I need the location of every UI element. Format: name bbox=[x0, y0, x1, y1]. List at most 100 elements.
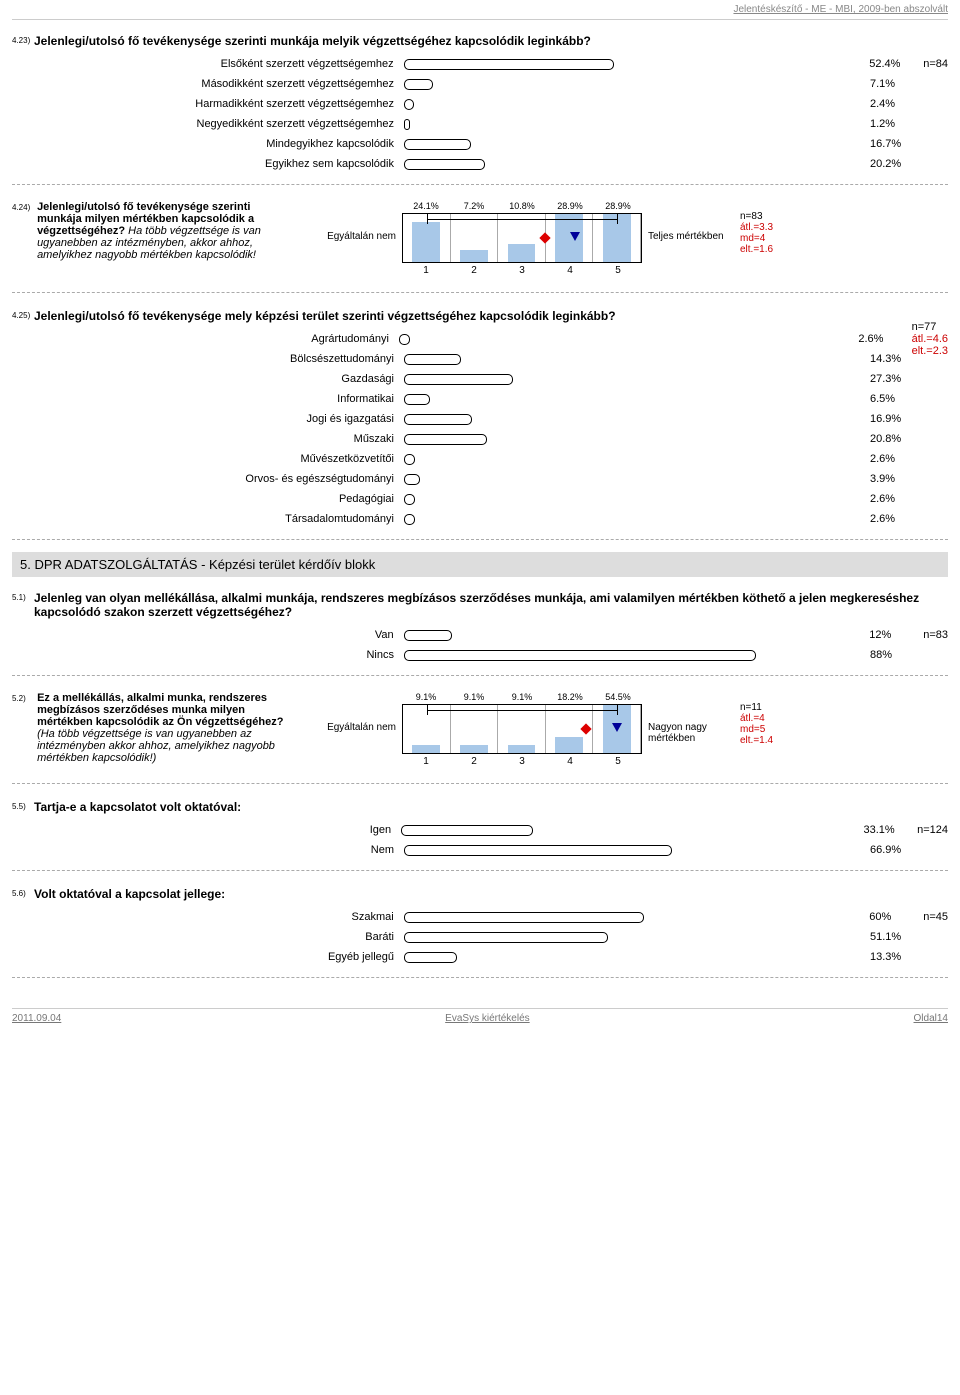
question-text: Jelenlegi/utolsó fő tevékenysége szerint… bbox=[34, 34, 948, 48]
bar-outline bbox=[404, 119, 410, 130]
bar-meta: n=83 bbox=[923, 629, 948, 641]
stat-line: átl.=4 bbox=[740, 713, 812, 724]
bar-row: Gazdasági27.3% bbox=[34, 369, 948, 389]
likert-pct: 10.8% bbox=[498, 201, 546, 211]
bar-meta: n=84 bbox=[923, 58, 948, 70]
q52: 5.2) Ez a mellékállás, alkalmi munka, re… bbox=[12, 686, 948, 773]
axis-label: 2 bbox=[450, 756, 498, 767]
likert-pct: 28.9% bbox=[546, 201, 594, 211]
bar-outline bbox=[401, 825, 533, 836]
bar-row: Mindegyikhez kapcsolódik 16.7% bbox=[34, 134, 948, 154]
q51: 5.1) Jelenleg van olyan mellékállása, al… bbox=[12, 585, 948, 625]
axis-label: 1 bbox=[402, 756, 450, 767]
q55-bars: Igen33.1%n=124Nem66.9% bbox=[12, 820, 948, 860]
bar-outline bbox=[404, 434, 487, 445]
bar-pct: 2.6% bbox=[864, 493, 924, 505]
page-footer: 2011.09.04 EvaSys kiértékelés Oldal14 bbox=[12, 1008, 948, 1024]
likert-pct: 9.1% bbox=[402, 692, 450, 702]
bar-row: Orvos- és egészségtudományi 3.9% bbox=[34, 469, 948, 489]
q423: 4.23) Jelenlegi/utolsó fő tevékenysége s… bbox=[12, 28, 948, 54]
q423-bars: Elsőként szerzett végzettségemhez52.4%n=… bbox=[12, 54, 948, 174]
question-number: 5.2) bbox=[12, 692, 34, 703]
bar-pct: 2.6% bbox=[852, 333, 911, 345]
bar-pct: 13.3% bbox=[864, 951, 924, 963]
bar-row: Van12%n=83 bbox=[34, 625, 948, 645]
q424: 4.24) Jelenlegi/utolsó fő tevékenysége s… bbox=[12, 195, 948, 282]
bar-label: Művészetközvetítői bbox=[34, 453, 404, 465]
bar-outline bbox=[404, 79, 433, 90]
bar-outline bbox=[404, 845, 672, 856]
bar-pct: 66.9% bbox=[864, 844, 924, 856]
question-text: Jelenlegi/utolsó fő tevékenysége mely ké… bbox=[34, 309, 948, 323]
bar-meta: n=124 bbox=[917, 824, 948, 836]
bar-row: Műszaki20.8% bbox=[34, 429, 948, 449]
q425-bars: Agrártudományi2.6%n=77átl.=4.6elt.=2.3Bö… bbox=[12, 329, 948, 529]
separator bbox=[12, 870, 948, 871]
bar-row: Baráti 51.1% bbox=[34, 927, 948, 947]
stat-line: md=5 bbox=[740, 724, 812, 735]
question-text: Volt oktatóval a kapcsolat jellege: bbox=[34, 887, 948, 901]
bar-label: Egyikhez sem kapcsolódik bbox=[34, 158, 404, 170]
bar-label: Orvos- és egészségtudományi bbox=[34, 473, 404, 485]
scale-left-label: Egyáltalán nem bbox=[312, 692, 402, 733]
bar-row: Negyedikként szerzett végzettségemhez1.2… bbox=[34, 114, 948, 134]
likert-chart: 24.1%7.2%10.8%28.9%28.9%12345 bbox=[402, 201, 642, 276]
question-text: Tartja-e a kapcsolatot volt oktatóval: bbox=[34, 800, 948, 814]
bar-label: Társadalomtudományi bbox=[34, 513, 404, 525]
stat-line: átl.=3.3 bbox=[740, 222, 812, 233]
axis-label: 5 bbox=[594, 265, 642, 276]
bar-pct: 6.5% bbox=[864, 393, 924, 405]
q56-bars: Szakmai60%n=45Baráti51.1%Egyéb jellegű13… bbox=[12, 907, 948, 967]
separator bbox=[12, 977, 948, 978]
bar-pct: 33.1% bbox=[858, 824, 918, 836]
bar-label: Harmadikként szerzett végzettségemhez bbox=[34, 98, 404, 110]
page-header: Jelentéskészítő - ME - MBI, 2009-ben abs… bbox=[12, 0, 948, 20]
bar-pct: 1.2% bbox=[864, 118, 924, 130]
bar-label: Baráti bbox=[34, 931, 404, 943]
question-number: 4.23) bbox=[12, 34, 34, 48]
bar-label: Mindegyikhez kapcsolódik bbox=[34, 138, 404, 150]
bar-label: Nem bbox=[34, 844, 404, 856]
bar-pct: 2.4% bbox=[864, 98, 924, 110]
bar-outline bbox=[404, 354, 461, 365]
likert-pct: 7.2% bbox=[450, 201, 498, 211]
separator bbox=[12, 539, 948, 540]
likert-pct: 24.1% bbox=[402, 201, 450, 211]
bar-outline bbox=[404, 650, 756, 661]
bar-pct: 51.1% bbox=[864, 931, 924, 943]
likert-pct: 54.5% bbox=[594, 692, 642, 702]
bar-outline bbox=[404, 630, 452, 641]
bar-outline bbox=[404, 454, 415, 465]
likert-pct: 18.2% bbox=[546, 692, 594, 702]
bar-label: Jogi és igazgatási bbox=[34, 413, 404, 425]
bar-outline bbox=[404, 912, 644, 923]
bar-outline bbox=[404, 139, 471, 150]
footer-date: 2011.09.04 bbox=[12, 1013, 61, 1024]
bar-outline bbox=[404, 59, 614, 70]
bar-row: Másodikként szerzett végzettségemhez7.1% bbox=[34, 74, 948, 94]
axis-label: 2 bbox=[450, 265, 498, 276]
bar-pct: 88% bbox=[864, 649, 924, 661]
bar-label: Pedagógiai bbox=[34, 493, 404, 505]
axis-label: 3 bbox=[498, 756, 546, 767]
bar-label: Van bbox=[34, 629, 404, 641]
bar-label: Szakmai bbox=[34, 911, 404, 923]
question-number: 5.5) bbox=[12, 800, 34, 814]
stat-line: n=83 bbox=[740, 211, 812, 222]
axis-label: 5 bbox=[594, 756, 642, 767]
bar-outline bbox=[404, 414, 472, 425]
stat-line: md=4 bbox=[740, 233, 812, 244]
bar-pct: 2.6% bbox=[864, 453, 924, 465]
section-heading: 5. DPR ADATSZOLGÁLTATÁS - Képzési terüle… bbox=[12, 552, 948, 577]
bar-outline bbox=[404, 514, 415, 525]
bar-outline bbox=[404, 99, 414, 110]
bar-row: Harmadikként szerzett végzettségemhez 2.4… bbox=[34, 94, 948, 114]
q425: 4.25) Jelenlegi/utolsó fő tevékenysége m… bbox=[12, 303, 948, 329]
question-number: 4.24) bbox=[12, 201, 34, 212]
bar-row: Bölcsészettudományi14.3% bbox=[34, 349, 948, 369]
scale-right-label: Teljes mértékben bbox=[642, 201, 732, 242]
question-number: 5.1) bbox=[12, 591, 34, 619]
axis-label: 1 bbox=[402, 265, 450, 276]
bar-pct: 16.7% bbox=[864, 138, 924, 150]
bar-pct: 3.9% bbox=[864, 473, 924, 485]
